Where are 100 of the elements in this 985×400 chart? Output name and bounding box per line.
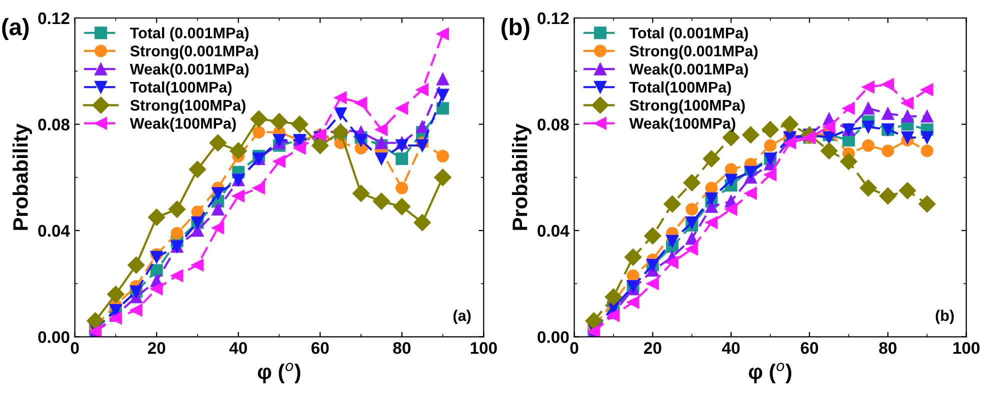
point bbox=[230, 142, 247, 160]
point bbox=[862, 102, 875, 115]
point bbox=[272, 155, 286, 168]
point bbox=[585, 312, 602, 330]
legend-label: Total (0.001MPa) bbox=[629, 27, 748, 42]
point bbox=[375, 152, 388, 166]
point bbox=[705, 216, 718, 229]
annotation: (b) bbox=[936, 310, 954, 324]
point bbox=[188, 160, 206, 178]
point bbox=[784, 136, 796, 150]
legend-label: Strong(100MPa) bbox=[130, 99, 246, 114]
point bbox=[150, 250, 163, 264]
point bbox=[898, 182, 916, 200]
point bbox=[822, 120, 836, 134]
legend-label: Weak(0.001MPa) bbox=[130, 63, 249, 78]
point bbox=[882, 78, 894, 91]
point bbox=[920, 131, 934, 144]
point bbox=[130, 304, 142, 316]
point bbox=[396, 152, 408, 166]
point bbox=[396, 182, 408, 194]
x-tick-label: 60 bbox=[800, 342, 818, 354]
point bbox=[644, 227, 662, 244]
x-axis-title: φ ($^{o}$) bbox=[258, 362, 300, 384]
point bbox=[882, 107, 894, 120]
point bbox=[375, 123, 388, 136]
point bbox=[626, 269, 640, 282]
point bbox=[744, 187, 757, 200]
point bbox=[416, 83, 429, 96]
point bbox=[150, 264, 163, 277]
point bbox=[212, 203, 224, 216]
point bbox=[901, 131, 914, 144]
point bbox=[128, 256, 145, 274]
point bbox=[702, 150, 720, 168]
point bbox=[416, 139, 429, 152]
y-tick-label: 0.08 bbox=[38, 118, 70, 130]
point bbox=[781, 116, 798, 133]
x-axis-title: φ ($^{o}$) bbox=[748, 362, 792, 384]
point bbox=[252, 126, 266, 138]
y-axis-title: Probability bbox=[512, 124, 532, 230]
point bbox=[860, 179, 877, 197]
point bbox=[414, 214, 431, 232]
point bbox=[212, 187, 224, 200]
y-tick-label: 0.00 bbox=[538, 331, 569, 344]
legend-label: Strong(100MPa) bbox=[630, 99, 745, 114]
point bbox=[396, 139, 408, 152]
point bbox=[742, 126, 760, 144]
point bbox=[334, 91, 347, 104]
point bbox=[107, 286, 124, 303]
point bbox=[624, 248, 642, 266]
point bbox=[270, 113, 288, 130]
point bbox=[724, 203, 738, 216]
chart-title: (b) bbox=[502, 18, 530, 40]
point bbox=[293, 142, 306, 154]
point bbox=[664, 195, 681, 213]
point bbox=[918, 195, 936, 213]
legend-label: Strong(0.001MPa) bbox=[130, 45, 258, 60]
point bbox=[354, 96, 368, 110]
legend-label: Weak(100MPa) bbox=[130, 118, 236, 132]
y-axis-title: Probability bbox=[12, 124, 32, 230]
point bbox=[436, 102, 450, 115]
legend-label: Weak(100MPa) bbox=[629, 118, 736, 132]
point bbox=[109, 312, 122, 324]
annotation: (a) bbox=[453, 310, 471, 324]
point bbox=[312, 136, 329, 154]
point bbox=[334, 107, 347, 120]
point bbox=[332, 124, 350, 141]
point bbox=[822, 131, 836, 144]
point bbox=[291, 116, 308, 133]
y-tick-label: 0.04 bbox=[38, 224, 70, 237]
point bbox=[764, 168, 777, 181]
legend-label: Weak(0.001MPa) bbox=[629, 63, 748, 78]
point bbox=[250, 110, 268, 128]
point bbox=[705, 192, 718, 205]
legend-label: Total (0.001MPa) bbox=[130, 27, 249, 42]
point bbox=[148, 208, 166, 226]
point bbox=[686, 203, 698, 216]
x-tick-label: 100 bbox=[953, 342, 980, 354]
point bbox=[191, 258, 204, 272]
x-tick-label: 20 bbox=[148, 342, 166, 354]
x-tick-label: 100 bbox=[470, 342, 497, 354]
point bbox=[666, 256, 679, 269]
point bbox=[252, 182, 266, 194]
point bbox=[170, 269, 184, 282]
point bbox=[920, 83, 934, 96]
point bbox=[396, 102, 408, 115]
point bbox=[209, 134, 226, 152]
point bbox=[436, 28, 450, 40]
point bbox=[604, 288, 622, 306]
point bbox=[436, 72, 450, 86]
point bbox=[170, 226, 184, 240]
point bbox=[168, 200, 186, 218]
x-tick-label: 0 bbox=[70, 342, 79, 354]
y-tick-label: 0.04 bbox=[538, 224, 570, 237]
point bbox=[646, 277, 659, 290]
legend-label: Total(100MPa) bbox=[130, 81, 232, 96]
point bbox=[434, 168, 452, 186]
legend-label: Total(100MPa) bbox=[629, 81, 731, 96]
point bbox=[744, 166, 757, 178]
point bbox=[686, 242, 698, 256]
point bbox=[375, 136, 388, 150]
